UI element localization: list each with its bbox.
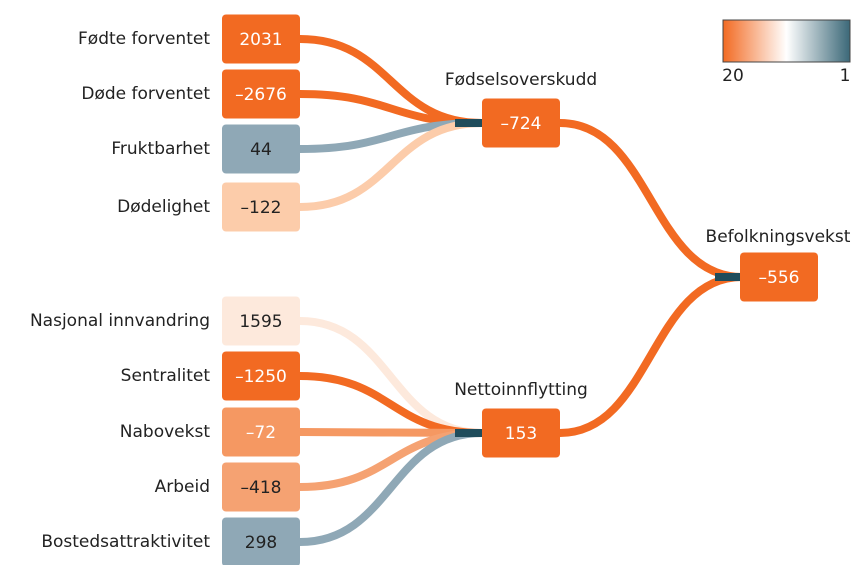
node-label: Sentralitet bbox=[121, 366, 211, 386]
node-value: 153 bbox=[505, 424, 537, 444]
node-value: –122 bbox=[241, 198, 282, 218]
node-box bbox=[222, 296, 300, 346]
legend-low: 1 bbox=[840, 66, 851, 86]
node-label: Nasjonal innvandring bbox=[30, 311, 210, 331]
node-box bbox=[222, 182, 300, 232]
link bbox=[299, 429, 483, 491]
node-box bbox=[222, 124, 300, 174]
link bbox=[559, 273, 743, 437]
node-value: –1250 bbox=[235, 367, 287, 387]
node-value: 44 bbox=[250, 140, 272, 160]
node-label: Døde forventet bbox=[81, 84, 210, 104]
node-label: Dødelighet bbox=[117, 197, 210, 217]
node-box bbox=[222, 351, 300, 401]
node-box bbox=[482, 98, 560, 148]
node-value: –724 bbox=[501, 114, 542, 134]
link bbox=[299, 429, 483, 546]
node-label: Nabovekst bbox=[120, 422, 211, 442]
node-box bbox=[222, 14, 300, 64]
link bbox=[559, 119, 743, 281]
link bbox=[299, 119, 483, 211]
node-box bbox=[222, 462, 300, 512]
node-value: –556 bbox=[759, 268, 800, 288]
node-box bbox=[222, 69, 300, 119]
node-value: –418 bbox=[241, 478, 282, 498]
node-value: 2031 bbox=[239, 30, 282, 50]
node-label: Befolkningsvekst bbox=[706, 227, 851, 247]
node-label: Fruktbarhet bbox=[111, 139, 210, 159]
node-value: 298 bbox=[245, 533, 277, 553]
legend-gradient bbox=[722, 19, 851, 63]
node-value: 1595 bbox=[239, 312, 282, 332]
links bbox=[299, 35, 743, 546]
node-box bbox=[222, 407, 300, 457]
node-label: Nettoinnflytting bbox=[454, 380, 588, 400]
node-label: Fødte forventet bbox=[78, 29, 210, 49]
node-label: Fødselsoverskudd bbox=[445, 70, 597, 90]
node-label: Arbeid bbox=[155, 477, 210, 497]
node-box bbox=[740, 252, 818, 302]
legend-high: 20 bbox=[722, 66, 744, 86]
node-label: Bostedsattraktivitet bbox=[41, 532, 210, 552]
link bbox=[299, 90, 483, 127]
node-box bbox=[222, 517, 300, 565]
node-box bbox=[482, 408, 560, 458]
node-value: –72 bbox=[246, 423, 276, 443]
node-value: –2676 bbox=[235, 85, 287, 105]
